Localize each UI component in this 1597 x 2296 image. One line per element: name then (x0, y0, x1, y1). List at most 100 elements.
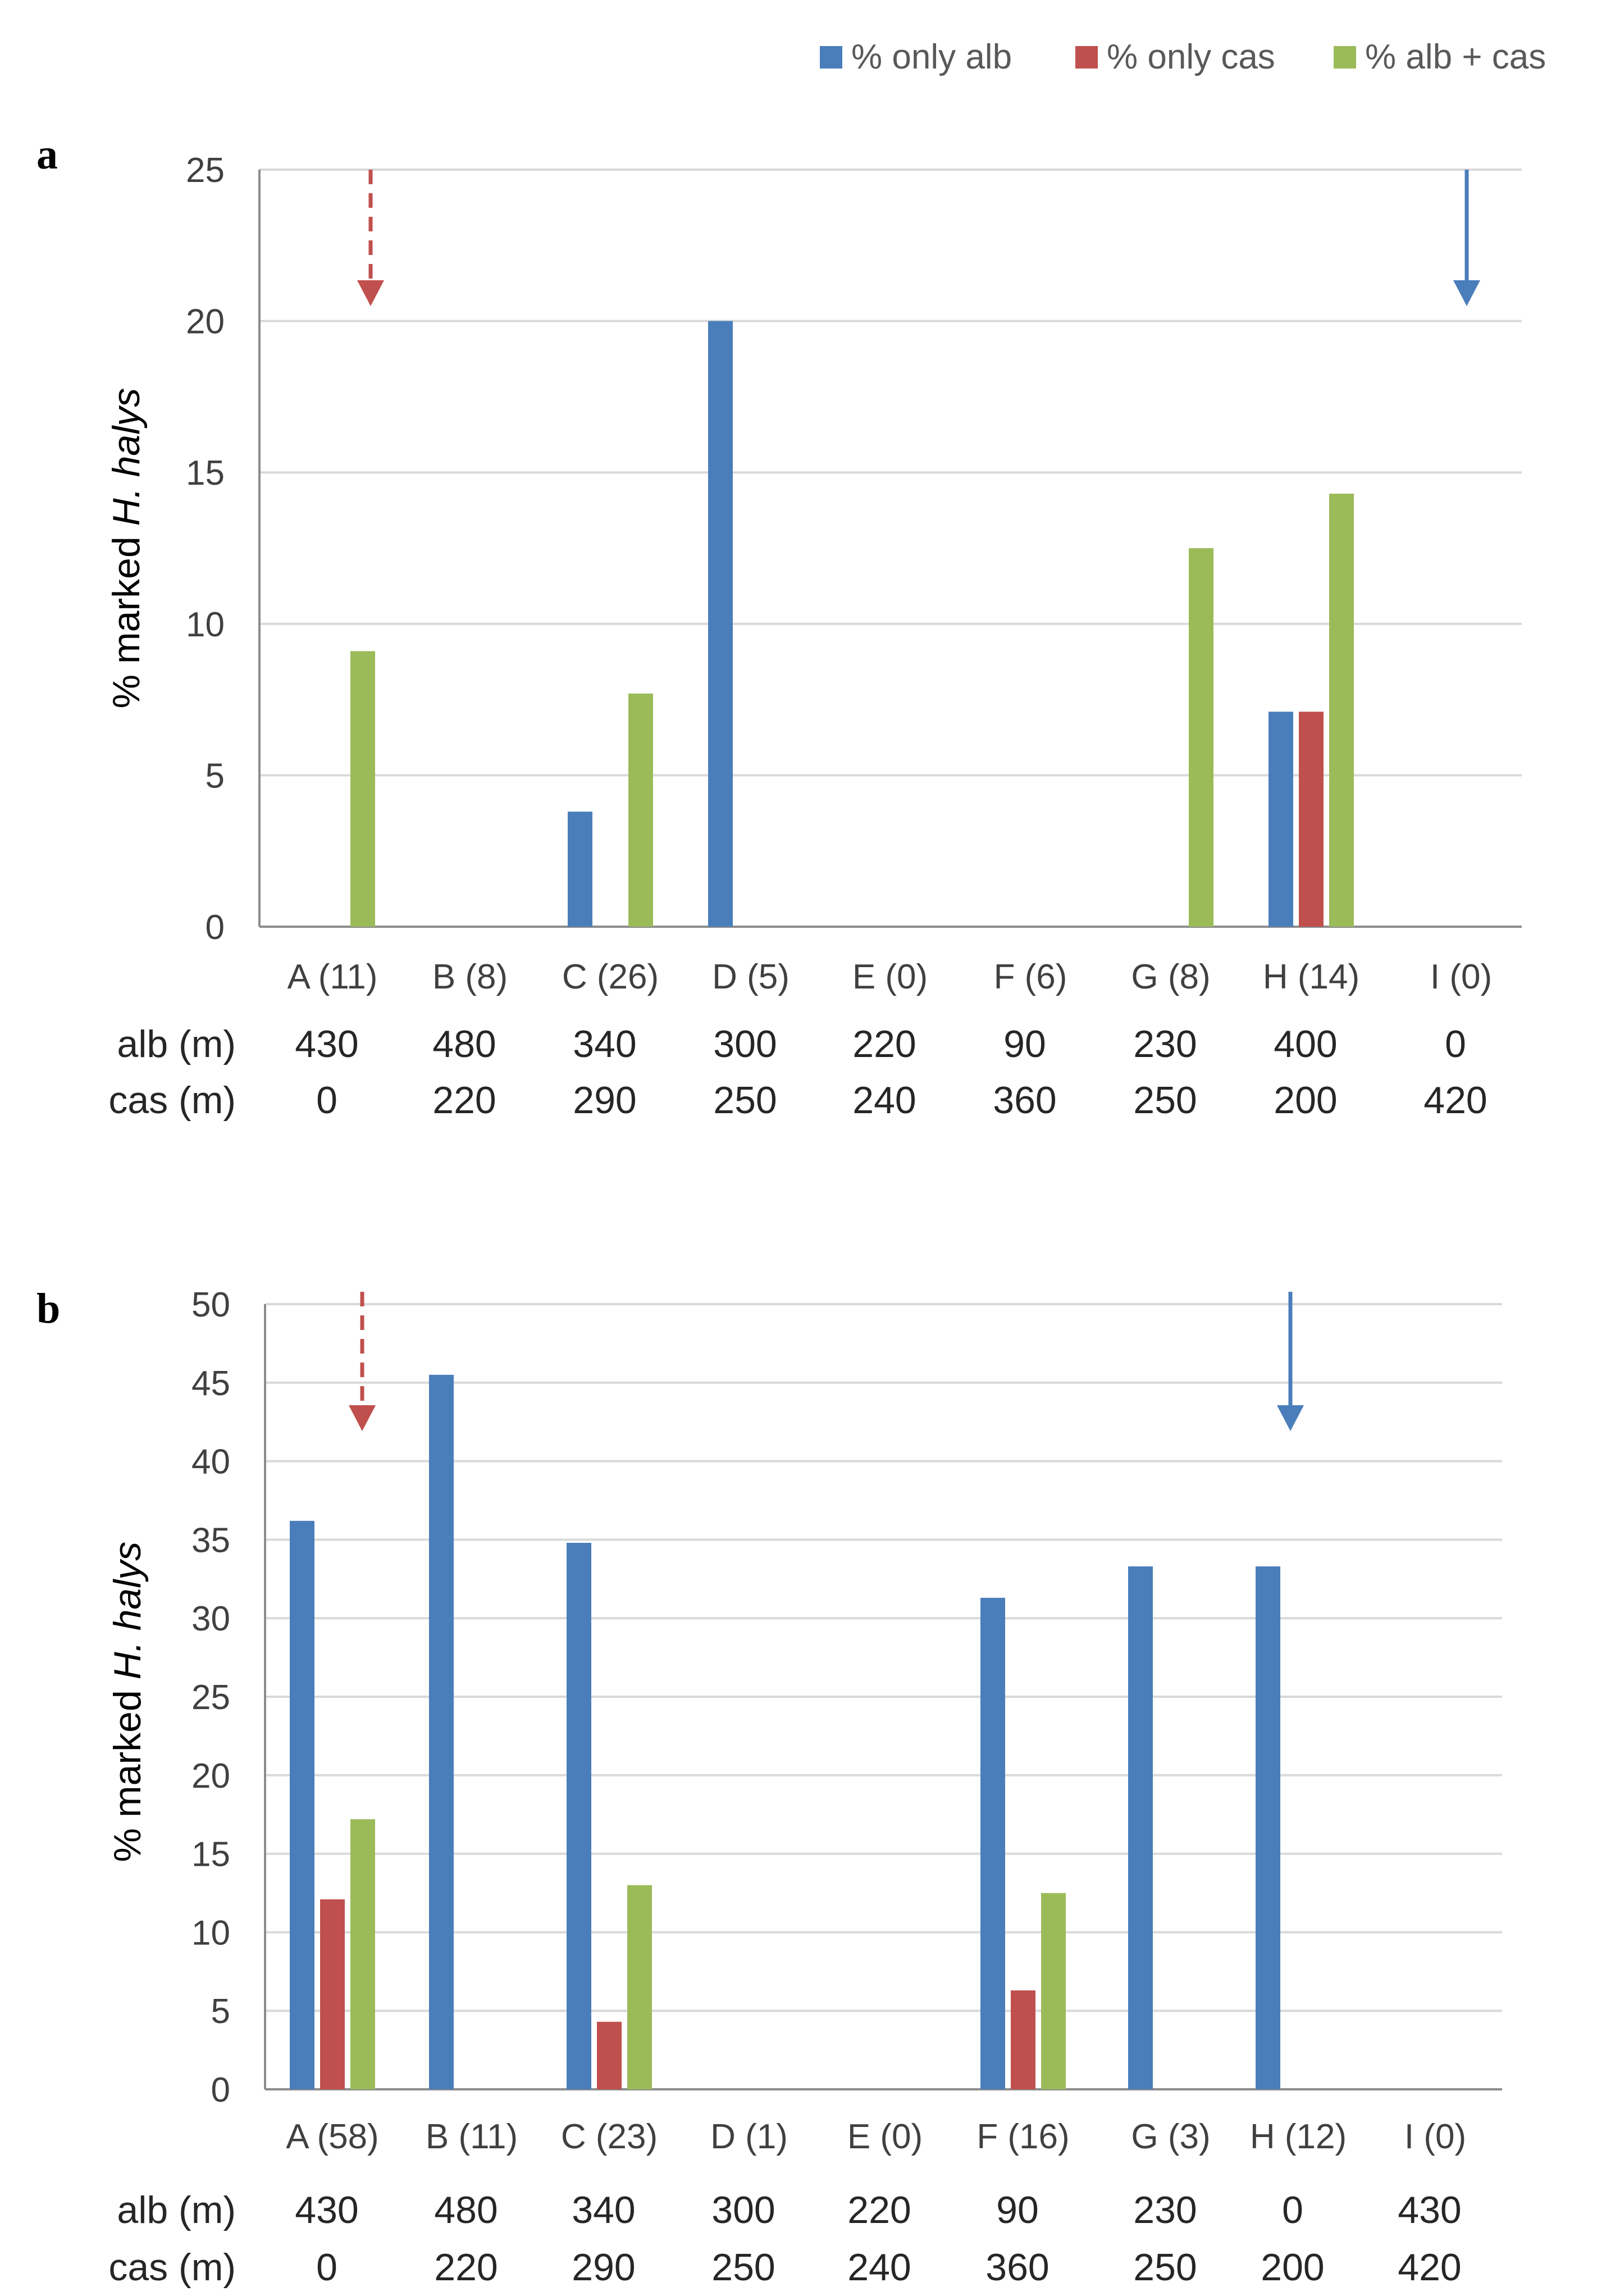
bar-b-6-0 (1128, 1566, 1153, 2089)
x-category-label-a-5: F (6) (994, 958, 1067, 996)
distance-value-a-0-5: 90 (1003, 1023, 1046, 1065)
arrow-head-a-1 (1453, 280, 1480, 306)
legend-label-2: % alb + cas (1365, 38, 1546, 76)
x-category-label-b-7: H (12) (1250, 2117, 1347, 2156)
x-category-label-a-7: H (14) (1263, 958, 1359, 996)
legend-swatch-1 (1075, 46, 1098, 69)
arrow-head-a-0 (357, 280, 384, 306)
y-tick-label-a-1: 5 (206, 757, 225, 795)
distance-value-a-1-7: 200 (1274, 1079, 1337, 1122)
y-tick-label-a-2: 10 (186, 605, 225, 644)
distance-value-a-0-0: 430 (295, 1023, 358, 1065)
y-tick-label-a-0: 0 (206, 908, 225, 947)
x-category-label-b-3: D (1) (710, 2117, 788, 2156)
distance-value-b-0-1: 480 (434, 2189, 498, 2231)
x-category-label-a-0: A (11) (288, 958, 378, 996)
distance-value-b-0-4: 220 (847, 2189, 911, 2231)
panel-label-b: b (36, 1285, 60, 1332)
y-axis-label-b: % marked H. halys (106, 1542, 149, 1862)
distance-value-a-0-4: 220 (852, 1023, 916, 1065)
legend: % only alb % only cas % alb + cas (820, 38, 1546, 76)
panel-a: a 0 5 10 15 20 25 % marked H. halys A (11) B (8) C… (36, 131, 1522, 1122)
bar-a-2-0 (568, 812, 592, 927)
y-tick-label-b-4: 20 (191, 1757, 230, 1796)
x-category-label-b-6: G (3) (1131, 2117, 1210, 2156)
y-axis-label-text-a: % marked (105, 526, 148, 708)
distance-value-b-0-5: 90 (996, 2189, 1039, 2231)
x-category-label-a-4: E (0) (852, 958, 928, 996)
distance-value-b-0-8: 430 (1398, 2189, 1461, 2231)
arrow-head-b-0 (349, 1405, 376, 1431)
bar-b-1-0 (429, 1374, 454, 2089)
y-tick-label-b-1: 5 (211, 1992, 230, 2031)
x-category-label-b-0: A (58) (286, 2117, 378, 2156)
distance-value-b-1-8: 420 (1398, 2246, 1461, 2289)
x-category-label-a-2: C (26) (562, 958, 659, 996)
bar-a-0-2 (350, 651, 375, 927)
distance-value-a-0-2: 340 (573, 1023, 636, 1065)
bar-b-5-1 (1011, 1990, 1035, 2089)
y-tick-label-b-5: 25 (191, 1678, 230, 1717)
y-tick-label-b-6: 30 (191, 1600, 230, 1638)
x-category-label-b-4: E (0) (847, 2117, 923, 2156)
bar-b-2-2 (627, 1885, 652, 2089)
distance-row-label-b-1: cas (m) (108, 2246, 236, 2289)
arrow-head-b-1 (1277, 1405, 1304, 1431)
x-category-label-a-6: G (8) (1131, 958, 1210, 996)
legend-label-0: % only alb (851, 38, 1012, 76)
distance-value-a-0-6: 230 (1133, 1023, 1197, 1065)
panel-b: b 0 5 10 15 20 25 30 35 40 45 50 % marked H. halys A … (36, 1285, 1502, 2289)
distance-value-a-1-3: 250 (713, 1079, 777, 1122)
x-category-label-b-5: F (16) (977, 2117, 1069, 2156)
bar-a-3-0 (708, 321, 733, 927)
y-tick-label-b-8: 40 (191, 1443, 230, 1482)
distance-row-label-a-0: alb (m) (117, 1023, 236, 1065)
y-axis-label-a: % marked H. halys (105, 388, 148, 709)
y-axis-label-species-b: H. halys (106, 1542, 149, 1680)
distance-value-a-1-4: 240 (852, 1079, 916, 1122)
x-category-label-a-8: I (0) (1430, 958, 1492, 996)
distance-value-a-1-0: 0 (316, 1079, 337, 1122)
distance-value-b-1-2: 290 (572, 2246, 635, 2289)
distance-value-b-0-0: 430 (295, 2189, 358, 2231)
distance-value-b-1-0: 0 (316, 2246, 337, 2289)
legend-swatch-0 (820, 46, 842, 69)
y-tick-label-b-0: 0 (211, 2071, 230, 2110)
distance-value-b-0-2: 340 (572, 2189, 635, 2231)
distance-value-b-0-7: 0 (1282, 2189, 1303, 2231)
y-tick-label-b-9: 45 (191, 1364, 230, 1403)
distance-value-b-1-4: 240 (847, 2246, 911, 2289)
x-category-label-a-1: B (8) (432, 958, 508, 996)
bar-a-7-1 (1299, 712, 1324, 927)
distance-value-a-0-1: 480 (432, 1023, 496, 1065)
distance-value-a-1-8: 420 (1423, 1079, 1487, 1122)
bar-b-0-0 (290, 1520, 314, 2089)
distance-row-label-b-0: alb (m) (117, 2189, 236, 2231)
x-category-label-b-8: I (0) (1404, 2117, 1466, 2156)
distance-value-b-1-1: 220 (434, 2246, 498, 2289)
distance-value-a-1-6: 250 (1133, 1079, 1197, 1122)
bar-a-7-0 (1269, 712, 1293, 927)
y-axis-label-text-b: % marked (106, 1679, 149, 1862)
x-category-label-b-1: B (11) (426, 2117, 518, 2156)
distance-value-a-1-2: 290 (573, 1079, 636, 1122)
bar-a-7-2 (1329, 493, 1354, 927)
legend-label-1: % only cas (1107, 38, 1275, 76)
distance-value-b-1-6: 250 (1133, 2246, 1197, 2289)
distance-value-b-0-3: 300 (711, 2189, 775, 2231)
distance-value-b-1-5: 360 (985, 2246, 1049, 2289)
x-category-label-a-3: D (5) (712, 958, 790, 996)
bar-a-2-2 (628, 693, 653, 927)
distance-value-b-1-3: 250 (711, 2246, 775, 2289)
distance-value-a-1-1: 220 (432, 1079, 496, 1122)
distance-value-a-0-7: 400 (1274, 1023, 1337, 1065)
y-tick-label-a-4: 20 (186, 303, 225, 341)
bar-b-2-1 (597, 2021, 622, 2089)
y-axis-label-species-a: H. halys (105, 388, 148, 526)
y-tick-label-b-10: 50 (191, 1286, 230, 1324)
bar-b-0-1 (320, 1899, 345, 2089)
y-tick-label-b-3: 15 (191, 1835, 230, 1874)
bar-b-5-2 (1041, 1893, 1066, 2089)
y-tick-label-a-3: 15 (186, 454, 225, 493)
